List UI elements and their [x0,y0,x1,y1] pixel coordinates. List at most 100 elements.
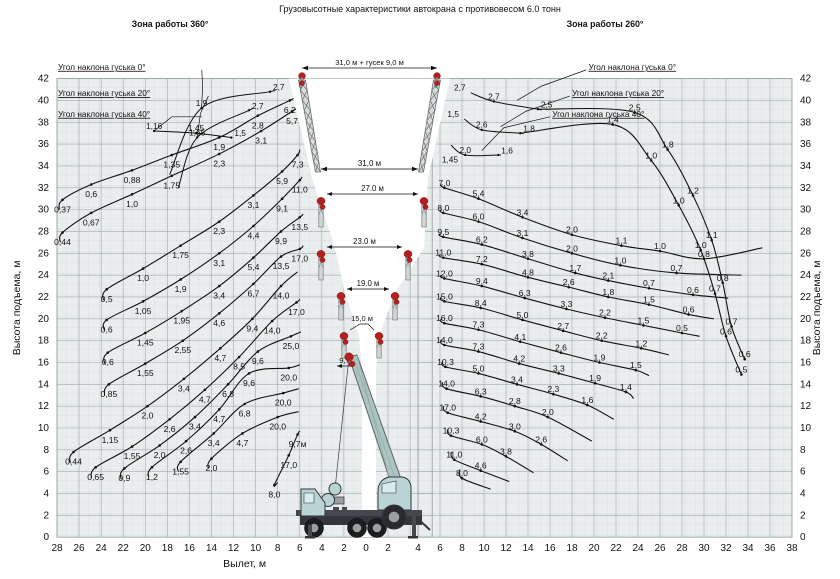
svg-text:30: 30 [38,205,50,216]
svg-text:6,2: 6,2 [476,235,488,245]
svg-text:3,0: 3,0 [509,421,521,431]
svg-text:2,6: 2,6 [563,277,575,287]
svg-text:0,6: 0,6 [687,285,699,295]
svg-text:0,7: 0,7 [643,278,655,288]
svg-text:0,65: 0,65 [87,472,104,482]
svg-text:17,0: 17,0 [280,460,297,470]
svg-text:1,1: 1,1 [706,230,718,240]
svg-text:22: 22 [38,292,50,303]
svg-text:34: 34 [38,161,50,172]
svg-text:1,5: 1,5 [234,128,246,138]
svg-text:38: 38 [786,543,798,554]
svg-text:1,0: 1,0 [673,195,685,205]
svg-text:2: 2 [341,543,347,554]
svg-text:9,9: 9,9 [275,236,287,246]
svg-text:31,0 м: 31,0 м [358,159,381,168]
svg-text:3,4: 3,4 [208,438,220,448]
svg-text:24: 24 [800,270,812,281]
svg-text:9,1: 9,1 [276,203,288,213]
svg-text:36: 36 [800,139,812,150]
svg-text:3,1: 3,1 [517,228,529,238]
svg-text:1,9: 1,9 [594,352,606,362]
svg-text:0,9: 0,9 [118,473,130,483]
svg-text:2,3: 2,3 [213,159,225,169]
svg-text:2,0: 2,0 [542,407,554,417]
svg-text:1,05: 1,05 [135,306,152,316]
svg-text:42: 42 [800,74,812,85]
svg-text:2,2: 2,2 [596,331,608,341]
svg-text:3,1: 3,1 [247,200,259,210]
svg-text:1,95: 1,95 [173,316,190,326]
svg-text:15,0 м: 15,0 м [351,314,373,323]
svg-text:1,45: 1,45 [137,338,154,348]
svg-text:Угол наклона гуська 0°: Угол наклона гуська 0° [589,62,677,72]
svg-text:14: 14 [38,379,50,390]
svg-text:27.0 м: 27.0 м [361,184,384,193]
svg-text:2,0: 2,0 [206,463,218,473]
svg-text:6,8: 6,8 [239,409,251,419]
svg-text:1,55: 1,55 [124,451,141,461]
svg-text:5,0: 5,0 [517,310,529,320]
svg-text:20,0: 20,0 [269,422,286,432]
svg-text:5,4: 5,4 [473,189,485,199]
svg-text:4,2: 4,2 [475,411,487,421]
svg-text:3,4: 3,4 [178,383,190,393]
svg-text:3,3: 3,3 [561,299,573,309]
svg-text:2,6: 2,6 [164,424,176,434]
svg-text:1,5: 1,5 [447,109,459,119]
svg-text:20,0: 20,0 [275,398,292,408]
svg-text:25,0: 25,0 [283,341,300,351]
svg-text:Высота подъема, м: Высота подъема, м [11,261,23,356]
svg-text:1,55: 1,55 [137,368,154,378]
svg-text:1,2: 1,2 [635,338,647,348]
svg-text:0,6: 0,6 [101,324,113,334]
svg-text:19.0 м: 19.0 м [357,279,380,288]
svg-text:0,88: 0,88 [124,175,141,185]
svg-text:2,7: 2,7 [273,82,285,92]
svg-text:1,15: 1,15 [102,435,119,445]
svg-text:1,0: 1,0 [645,150,657,160]
svg-text:10,3: 10,3 [437,357,454,367]
svg-text:28: 28 [676,543,688,554]
svg-text:11,0: 11,0 [292,185,308,195]
svg-text:2,55: 2,55 [174,345,191,355]
svg-text:4,1: 4,1 [514,332,526,342]
svg-text:36: 36 [38,139,50,150]
svg-text:1,0: 1,0 [126,199,138,209]
svg-text:10: 10 [800,423,812,434]
svg-text:36: 36 [764,543,776,554]
svg-text:0,7: 0,7 [671,263,683,273]
svg-text:1,45: 1,45 [442,155,459,165]
svg-text:20: 20 [588,543,600,554]
svg-text:0: 0 [800,532,806,543]
svg-text:32: 32 [38,183,50,194]
svg-text:14,0: 14,0 [438,379,455,389]
svg-text:2: 2 [43,510,49,521]
svg-text:3,4: 3,4 [189,422,201,432]
svg-text:24: 24 [632,543,644,554]
svg-text:9,6: 9,6 [243,378,255,388]
svg-text:20,0: 20,0 [280,373,297,383]
svg-text:2,6: 2,6 [180,446,192,456]
svg-text:2,6: 2,6 [535,434,547,444]
svg-text:34: 34 [800,161,812,172]
svg-text:23.0 м: 23.0 м [353,237,376,246]
svg-text:1,9: 1,9 [196,98,208,108]
svg-text:3,8: 3,8 [522,249,534,259]
svg-text:0,6: 0,6 [85,189,97,199]
svg-text:1,5: 1,5 [643,295,655,305]
svg-text:28: 28 [38,226,50,237]
svg-text:0,6: 0,6 [720,326,732,336]
svg-text:13,5: 13,5 [273,261,290,271]
svg-text:2,8: 2,8 [252,120,264,130]
svg-text:0: 0 [363,543,369,554]
svg-text:28: 28 [51,543,63,554]
svg-text:2,7: 2,7 [454,83,466,93]
svg-text:16: 16 [184,543,196,554]
svg-text:0: 0 [43,532,49,543]
svg-text:1,75: 1,75 [163,180,180,190]
svg-text:2,2: 2,2 [599,308,611,318]
svg-text:16: 16 [38,357,50,368]
svg-text:2,0: 2,0 [460,145,472,155]
svg-text:1,0: 1,0 [614,255,626,265]
